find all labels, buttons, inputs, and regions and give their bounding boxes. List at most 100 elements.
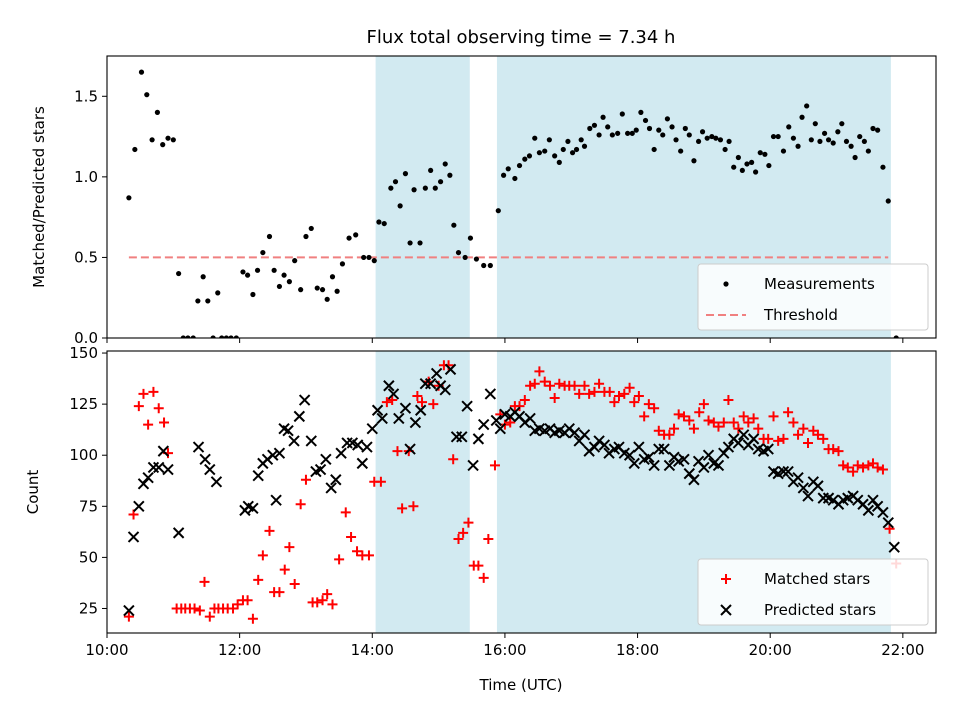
matched-star-marker xyxy=(842,462,853,473)
measurement-point xyxy=(669,124,675,130)
matched-star-marker xyxy=(340,507,351,518)
predicted-star-marker xyxy=(862,504,875,517)
measurement-point xyxy=(266,233,273,240)
matched-star-marker xyxy=(352,546,363,557)
matched-star-marker xyxy=(748,413,759,424)
measurement-point xyxy=(324,296,330,302)
predicted-star-marker xyxy=(882,516,894,529)
x-tick-label: 12:00 xyxy=(218,641,261,659)
measurement-point xyxy=(402,171,409,177)
measurement-point xyxy=(786,124,792,130)
measurement-point xyxy=(215,290,221,296)
y-tick-label: 1.0 xyxy=(74,168,98,186)
matched-star-marker xyxy=(639,411,650,422)
measurement-point xyxy=(467,235,474,241)
predicted-star-marker xyxy=(792,471,804,484)
measurement-point xyxy=(381,220,387,227)
matched-star-marker xyxy=(673,409,684,420)
predicted-star-marker xyxy=(524,412,536,425)
measurement-point xyxy=(371,258,377,264)
matched-star-marker xyxy=(519,395,530,406)
measurement-point xyxy=(138,69,145,75)
measurement-point xyxy=(615,130,621,136)
predicted-star-marker xyxy=(356,457,369,470)
measurement-point xyxy=(176,270,182,277)
measurement-point xyxy=(609,132,615,138)
predicted-star-marker xyxy=(777,465,790,478)
measurement-point xyxy=(388,185,394,191)
predicted-star-marker xyxy=(376,412,388,425)
x-tick-label: 16:00 xyxy=(483,641,526,659)
matched-star-marker xyxy=(713,421,724,432)
matched-star-marker xyxy=(694,407,705,418)
matched-star-marker xyxy=(818,433,829,444)
measurement-point xyxy=(366,254,372,261)
measurement-point xyxy=(411,187,417,193)
measurement-point xyxy=(766,162,772,169)
measurement-point xyxy=(817,138,823,145)
measurement-point xyxy=(462,254,468,261)
legend-swatch-dot xyxy=(723,281,729,287)
predicted-star-marker xyxy=(252,469,264,482)
predicted-star-marker xyxy=(718,447,730,459)
predicted-star-marker xyxy=(192,441,205,453)
predicted-star-marker xyxy=(802,490,814,502)
measurement-point xyxy=(619,111,625,117)
measurement-point xyxy=(695,138,702,145)
matched-star-marker xyxy=(381,397,392,408)
matched-star-marker xyxy=(763,433,774,444)
matched-star-marker xyxy=(549,393,560,403)
measurement-point xyxy=(473,256,480,262)
measurement-point xyxy=(170,137,176,143)
shaded-interval xyxy=(375,56,470,338)
matched-star-marker xyxy=(295,499,306,510)
measurement-point xyxy=(223,335,229,338)
measurement-point xyxy=(228,335,234,338)
measurement-point xyxy=(240,269,246,275)
predicted-star-marker xyxy=(305,435,317,447)
measurement-point xyxy=(795,143,801,149)
shaded-interval xyxy=(375,351,470,633)
measurement-point xyxy=(646,125,653,132)
measurement-point xyxy=(642,117,649,124)
predicted-star-marker xyxy=(123,604,135,617)
matched-star-marker xyxy=(863,460,874,471)
matched-star-marker xyxy=(392,446,403,457)
measurement-point xyxy=(556,159,562,165)
matched-star-marker xyxy=(653,425,664,436)
predicted-star-marker xyxy=(732,437,745,449)
y-tick-label: 150 xyxy=(69,344,98,362)
matched-star-marker xyxy=(159,417,170,428)
predicted-star-marker xyxy=(204,463,216,476)
matched-star-marker xyxy=(489,460,500,471)
x-tick-label: 14:00 xyxy=(351,641,394,659)
measurement-point xyxy=(165,135,171,141)
matched-star-marker xyxy=(448,454,459,465)
measurement-point xyxy=(861,138,867,145)
matched-star-marker xyxy=(733,423,744,434)
predicted-star-marker xyxy=(414,404,427,416)
measurement-point xyxy=(596,132,602,138)
measurement-point xyxy=(481,262,487,269)
predicted-star-marker xyxy=(157,445,170,457)
predicted-star-marker xyxy=(172,527,185,539)
matched-star-marker xyxy=(718,417,729,428)
measurement-point xyxy=(451,222,457,228)
measurement-point xyxy=(704,135,710,141)
measurement-point xyxy=(512,175,518,182)
measurement-point xyxy=(848,143,854,149)
measurement-point xyxy=(432,185,438,191)
measurement-point xyxy=(205,298,211,304)
chart-title: Flux total observing time = 7.34 h xyxy=(367,27,676,48)
measurement-point xyxy=(753,169,759,175)
matched-star-marker xyxy=(123,611,134,622)
measurement-point xyxy=(487,262,493,269)
y-tick-label: 50 xyxy=(79,548,98,566)
measurement-point xyxy=(762,151,768,157)
measurement-point xyxy=(870,125,876,132)
measurement-point xyxy=(573,146,580,153)
measurement-point xyxy=(154,109,161,115)
measurement-point xyxy=(292,258,298,264)
measurement-point xyxy=(260,249,266,256)
measurement-point xyxy=(591,122,598,128)
